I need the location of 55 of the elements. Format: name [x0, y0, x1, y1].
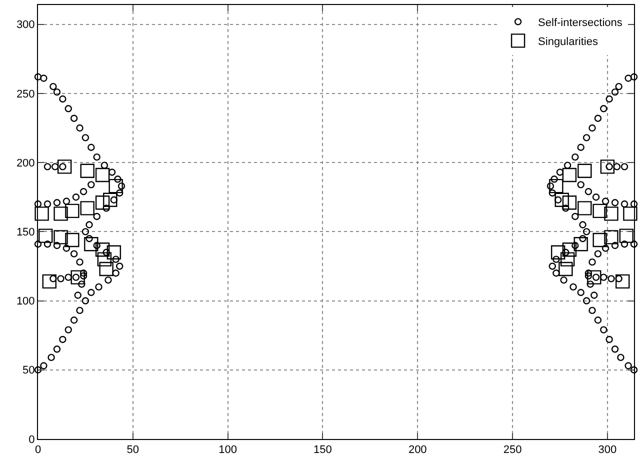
point — [70, 270, 85, 284]
point — [34, 206, 49, 221]
point — [562, 168, 577, 182]
point — [623, 206, 638, 221]
point — [600, 160, 615, 174]
point — [106, 245, 122, 260]
point — [560, 252, 575, 266]
point — [80, 201, 94, 216]
point — [619, 228, 634, 243]
point — [108, 178, 123, 194]
point — [95, 196, 110, 210]
point — [604, 206, 618, 221]
y-tick-label: 50 — [22, 364, 35, 377]
point — [587, 270, 602, 284]
point — [558, 262, 573, 276]
legend-label: Singularities — [538, 36, 598, 48]
y-tick-label: 200 — [16, 157, 35, 170]
point — [592, 232, 607, 248]
point — [616, 274, 630, 289]
point — [99, 262, 114, 276]
point — [65, 204, 80, 218]
x-tick-label: 150 — [314, 444, 332, 456]
point — [550, 245, 566, 260]
x-tick-label: 300 — [598, 444, 617, 456]
point — [578, 164, 592, 178]
point — [84, 237, 98, 252]
point — [97, 252, 112, 266]
y-tick-label: 150 — [16, 226, 35, 239]
point — [42, 274, 56, 289]
point — [80, 164, 94, 178]
point — [103, 192, 118, 207]
point — [562, 196, 577, 210]
point — [549, 178, 564, 194]
y-tick-label: 100 — [16, 296, 35, 308]
y-tick-label: 0 — [28, 434, 35, 446]
point — [554, 192, 569, 207]
point — [95, 242, 110, 257]
point — [95, 168, 110, 182]
point — [562, 242, 577, 257]
point — [574, 237, 588, 252]
y-tick-label: 250 — [16, 88, 35, 100]
x-tick-label: 200 — [408, 444, 427, 456]
point — [54, 206, 68, 221]
x-tick-label: 100 — [218, 444, 237, 456]
y-tick-label: 300 — [16, 19, 35, 32]
legend-label: Self-intersections — [538, 16, 623, 29]
point — [592, 204, 607, 218]
point — [57, 160, 72, 174]
point — [65, 232, 80, 248]
point — [54, 230, 68, 244]
x-tick-label: 50 — [126, 444, 140, 456]
point — [38, 228, 53, 243]
x-tick-label: 250 — [503, 444, 522, 456]
point — [578, 201, 592, 216]
point — [604, 230, 618, 244]
